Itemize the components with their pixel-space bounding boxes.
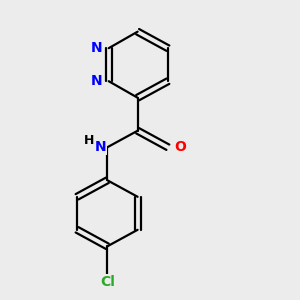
Text: N: N (95, 140, 106, 154)
Text: O: O (174, 140, 186, 154)
Text: N: N (91, 41, 102, 55)
Text: Cl: Cl (100, 275, 115, 289)
Text: N: N (91, 74, 102, 88)
Text: H: H (84, 134, 94, 147)
